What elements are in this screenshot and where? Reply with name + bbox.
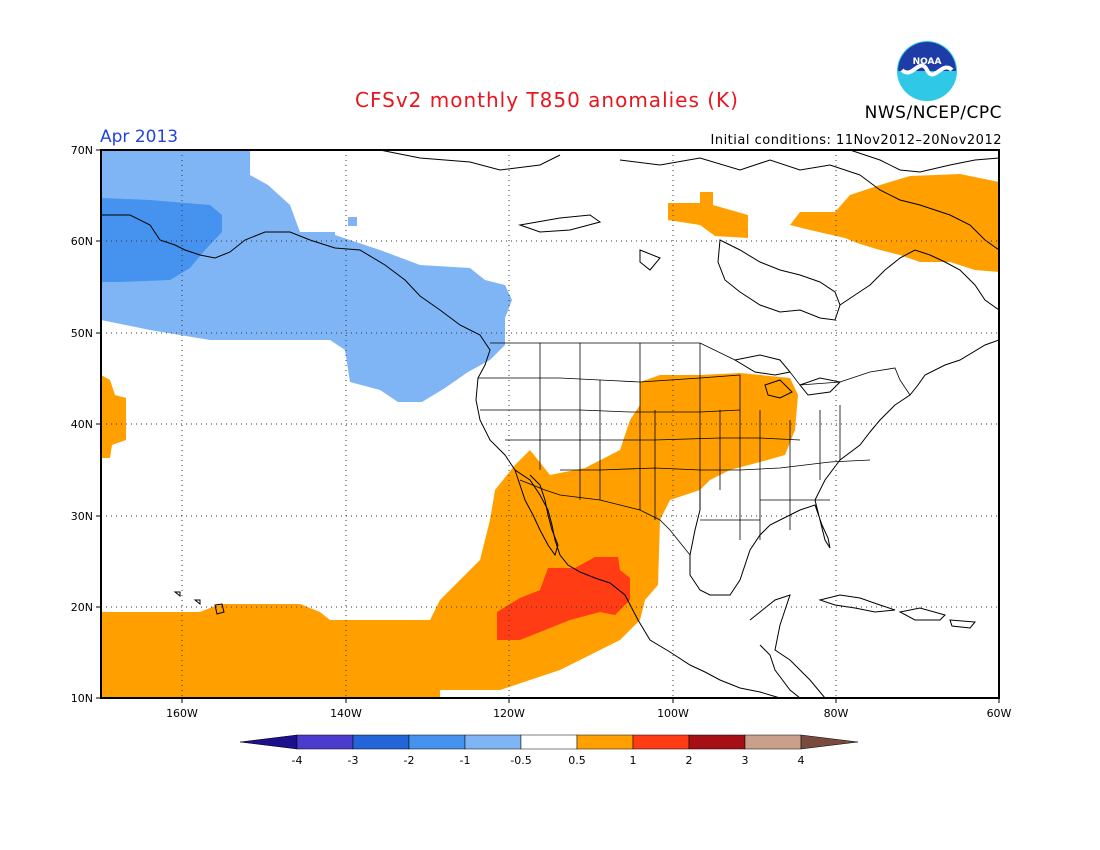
lat-label: 40N: [71, 418, 93, 431]
hudson-warm-cell: [668, 192, 748, 238]
colorbar-min-triangle: [239, 734, 298, 750]
colorbar-label: -4: [292, 754, 303, 767]
lon-label: 100W: [657, 707, 689, 720]
lon-label: 80W: [824, 707, 849, 720]
coastlines: [101, 150, 999, 698]
colorbar-label: 3: [742, 754, 749, 767]
longitude-labels: 160W 140W 120W 100W 80W 60W: [166, 707, 1011, 720]
initial-conditions: Initial conditions: 11Nov2012–20Nov2012: [710, 133, 1002, 148]
logo-text: NOAA: [913, 57, 942, 67]
lat-label: 70N: [71, 144, 93, 157]
colorbar-label: -1: [460, 754, 471, 767]
lat-label: 30N: [71, 510, 93, 523]
political-borders: [478, 342, 911, 556]
map-title: CFSv2 monthly T850 anomalies (K): [355, 88, 739, 112]
latitude-labels: 70N 60N 50N 40N 30N 20N 10N: [71, 144, 93, 705]
colorbar-swatch: [520, 734, 578, 750]
colorbar-swatch: [632, 734, 690, 750]
baja-offshore-warm: [497, 557, 630, 640]
colorbar-label: -0.5: [510, 754, 531, 767]
colorbar-swatch: [688, 734, 746, 750]
colorbar: -4 -3 -2 -1 -0.5 0.5 1 2 3 4: [239, 734, 859, 767]
noaa-logo-icon: NOAA: [897, 41, 957, 101]
lon-label: 140W: [330, 707, 362, 720]
colorbar-swatch: [744, 734, 802, 750]
colorbar-swatch: [296, 734, 354, 750]
lon-label: 120W: [493, 707, 525, 720]
lon-label: 160W: [166, 707, 198, 720]
lat-label: 60N: [71, 235, 93, 248]
lat-label: 50N: [71, 327, 93, 340]
eastern-canada-warm: [790, 174, 999, 272]
colorbar-swatch: [352, 734, 410, 750]
colorbar-max-triangle: [800, 734, 859, 750]
lat-label: 10N: [71, 692, 93, 705]
central-us-warm: [101, 373, 798, 698]
colorbar-swatch: [576, 734, 634, 750]
anomaly-fields: [101, 150, 999, 698]
tick-marks: [96, 149, 1000, 703]
colorbar-label: 1: [630, 754, 637, 767]
lat-label: 20N: [71, 601, 93, 614]
west-pacific-warm-cell: [101, 375, 126, 458]
colorbar-swatch: [408, 734, 466, 750]
colorbar-label: 0.5: [568, 754, 586, 767]
colorbar-label: 2: [686, 754, 693, 767]
colorbar-label: 4: [798, 754, 805, 767]
org-label: NWS/NCEP/CPC: [864, 103, 1002, 123]
colorbar-swatch: [464, 734, 522, 750]
lon-label: 60W: [987, 707, 1012, 720]
small-cool-cell: [348, 217, 357, 226]
colorbar-label: -2: [404, 754, 415, 767]
colorbar-label: -3: [348, 754, 359, 767]
forecast-month: Apr 2013: [100, 127, 179, 147]
